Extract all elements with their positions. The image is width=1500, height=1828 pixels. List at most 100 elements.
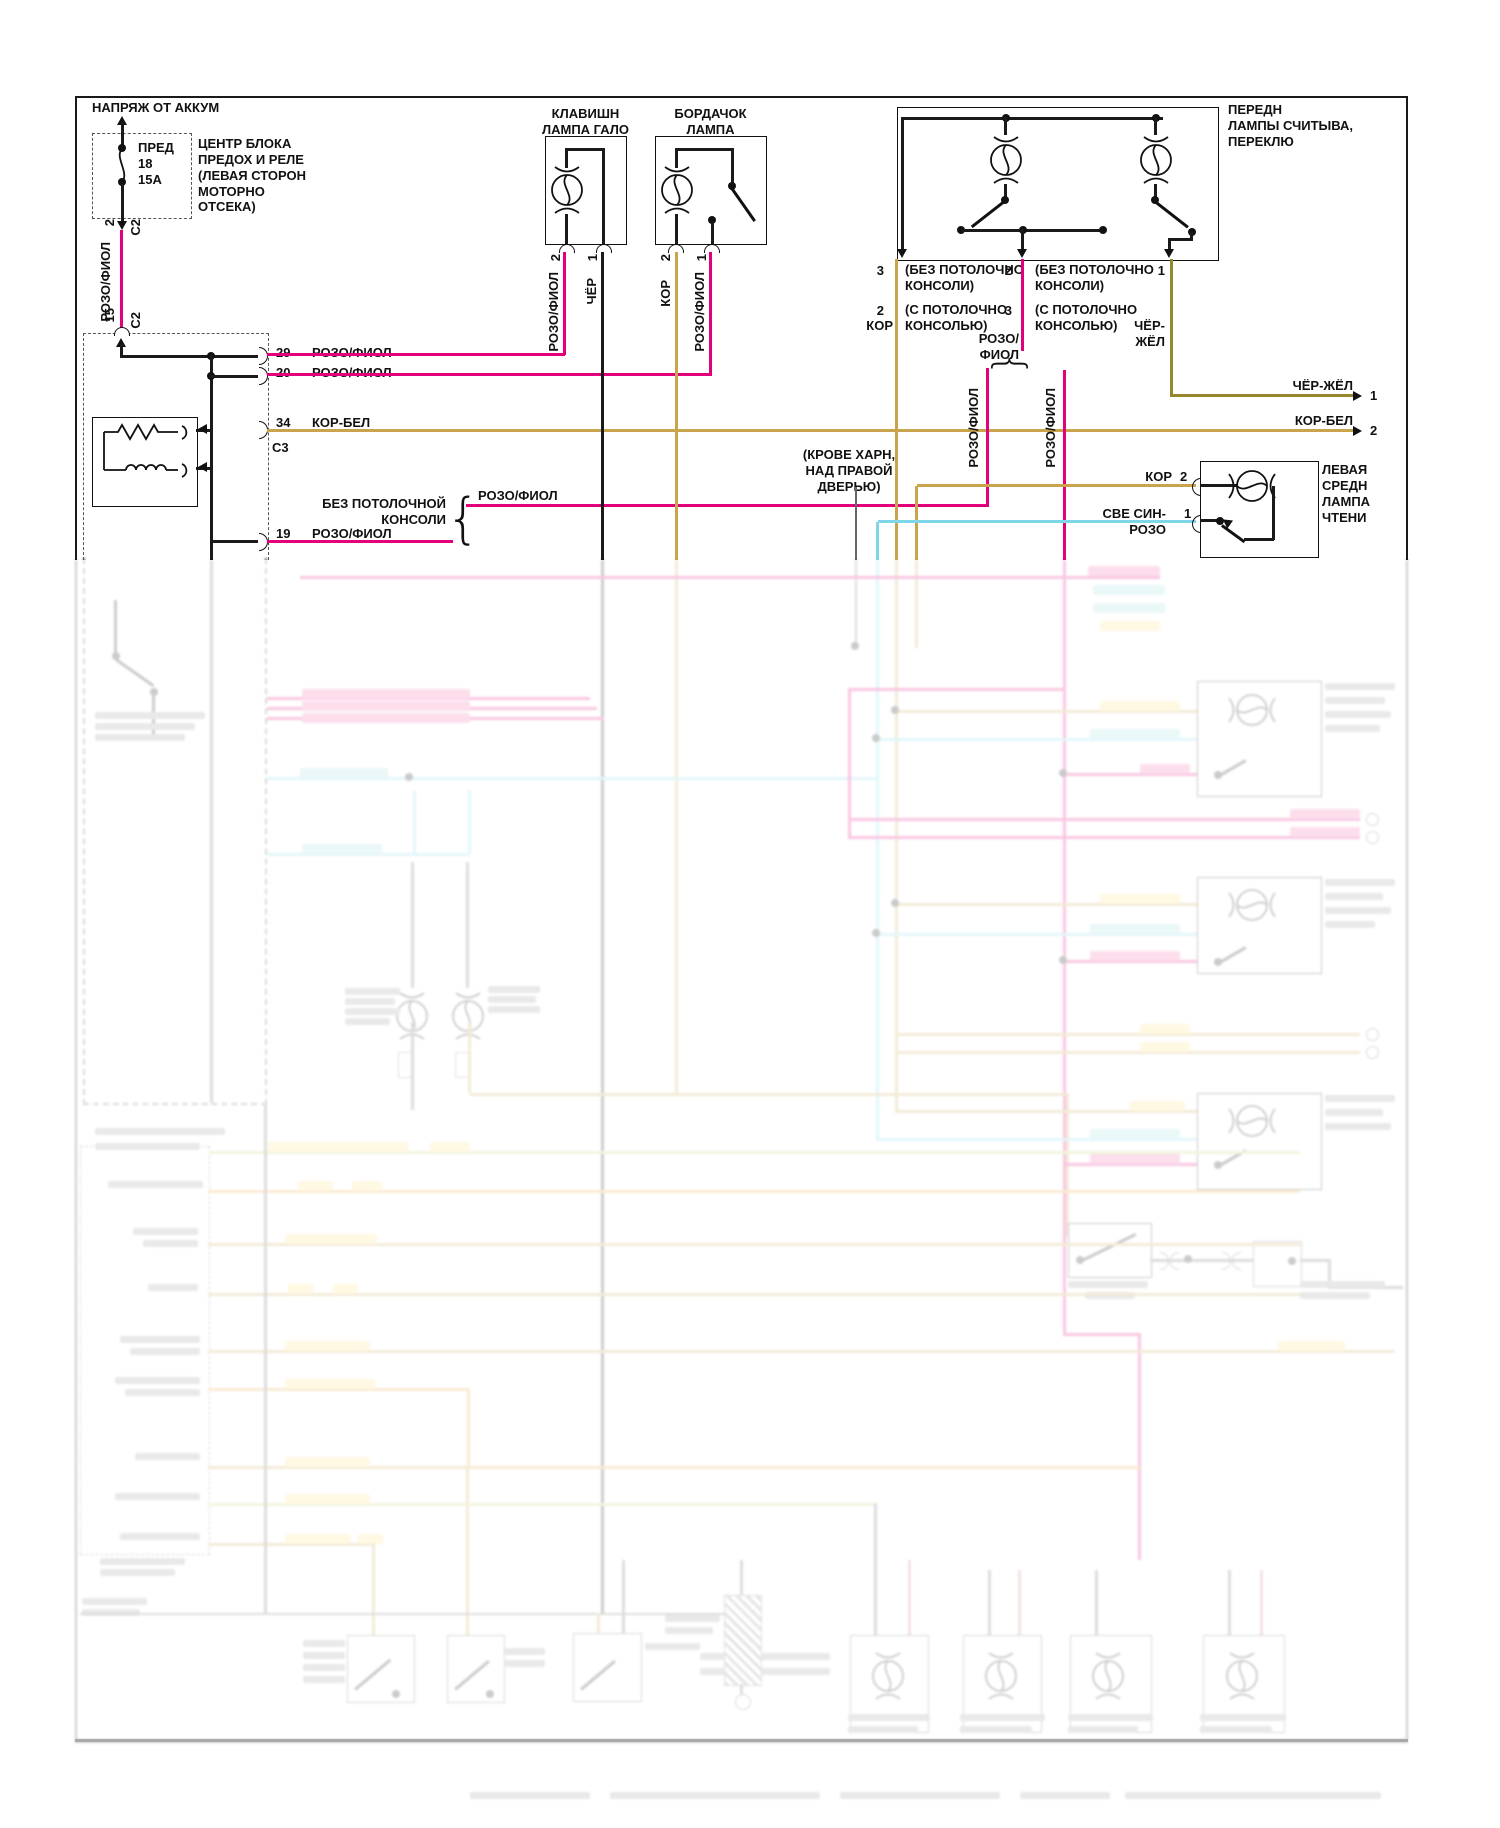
wire-segment xyxy=(675,148,678,168)
pin-number: 29 xyxy=(276,345,290,361)
resistor-coil-symbol xyxy=(103,423,188,478)
arrowhead xyxy=(1353,426,1362,436)
junction-dot xyxy=(728,182,736,190)
wire-pink-violet xyxy=(466,504,988,507)
wire-segment xyxy=(1168,238,1171,252)
arrowhead xyxy=(1164,249,1174,258)
pin-number: 2 xyxy=(1370,423,1378,438)
fuse-terminal xyxy=(118,178,126,186)
wire-light-blue xyxy=(878,520,1196,523)
no-console-note: БЕЗ ПОТОЛОЧНОЙ КОНСОЛИ xyxy=(322,496,446,527)
arrowhead xyxy=(1353,391,1362,401)
wire-segment xyxy=(675,214,678,244)
wire-pink-violet xyxy=(267,353,565,356)
connector-id: С2 xyxy=(128,219,143,236)
wire-pink-violet xyxy=(267,373,711,376)
wire-color-label: КОР xyxy=(658,280,673,307)
pin-number: 2 xyxy=(102,219,117,227)
wire-segment xyxy=(1200,484,1238,487)
pin-note: (С ПОТОЛОЧНО КОНСОЛЬЮ) xyxy=(905,302,1008,333)
wire-color-label: КОР xyxy=(866,318,893,333)
pin-number: 15 xyxy=(102,308,117,323)
wire-color-label: РОЗО/ФИОЛ xyxy=(478,488,558,503)
pin-number: 2 xyxy=(1004,263,1012,278)
pin-number: 1 xyxy=(585,254,600,262)
pin-number: 3 xyxy=(876,263,884,278)
border-right xyxy=(1406,96,1408,560)
pin-number: 2 xyxy=(658,254,673,262)
wire-segment xyxy=(1190,232,1193,240)
harness-note: (КРОВЕ ХАРН, НАД ПРАВОЙ ДВЕРЬЮ) xyxy=(802,447,896,494)
border-bottom xyxy=(75,1739,1408,1742)
pin-number: 1 xyxy=(1157,263,1165,278)
wire-light-blue xyxy=(876,522,879,560)
glovebox-lamp-title: БОРДАЧОК ЛАМПА xyxy=(674,106,747,137)
connector-id: С3 xyxy=(272,440,289,455)
arrowhead xyxy=(198,462,207,472)
wire-segment xyxy=(1272,486,1275,540)
wire-black-yellow xyxy=(1170,394,1355,397)
connector-pin xyxy=(114,327,130,336)
pin-number: 2 xyxy=(548,254,563,262)
battery-feed-label: НАПРЯЖ ОТ АККУМ xyxy=(92,100,220,115)
wire-brown xyxy=(915,486,918,560)
front-reading-lamps-box xyxy=(897,107,1219,261)
wire-segment xyxy=(675,148,733,151)
wire-segment xyxy=(1244,538,1274,541)
wire-segment xyxy=(121,122,124,148)
fuse-number: 18 xyxy=(138,156,153,171)
wire-segment xyxy=(1168,238,1193,241)
fuse-box xyxy=(92,133,192,219)
wire-segment xyxy=(1154,117,1157,135)
wire-color-label: РОЗО/ФИОЛ xyxy=(978,331,1019,362)
pin-number: 1 xyxy=(1184,506,1192,521)
wire-segment xyxy=(210,375,258,378)
wire-color-label: ЧЁР-ЖЁЛ xyxy=(1134,318,1165,349)
connector-pin xyxy=(596,244,612,253)
wire-color-label: КОР-БЕЛ xyxy=(312,415,371,430)
junction-dot xyxy=(1001,196,1009,204)
pin-number: 2 xyxy=(876,303,884,318)
junction-dot xyxy=(1151,196,1159,204)
pin-note: (БЕЗ ПОТОЛОЧНО КОНСОЛИ) xyxy=(1035,262,1154,293)
wire-black xyxy=(601,252,604,560)
wire-pink-violet xyxy=(986,368,989,507)
connector-pin xyxy=(559,244,575,253)
wire-pink-violet xyxy=(267,540,453,543)
wire-segment xyxy=(711,222,714,244)
wire-pink-violet xyxy=(1021,259,1024,351)
wire-color-label: РОЗО/ФИОЛ xyxy=(312,526,392,541)
fuse-terminal xyxy=(118,144,126,152)
pin-number: 1 xyxy=(694,254,709,262)
splice-leader xyxy=(855,487,857,560)
wire-segment xyxy=(565,148,568,168)
wire-segment xyxy=(901,117,904,250)
wire-color-label: ЧЁР xyxy=(584,278,599,305)
wire-color-label: РОЗО/ФИОЛ xyxy=(1043,388,1058,468)
border-top xyxy=(75,96,1408,98)
wire-black-yellow xyxy=(1170,259,1173,397)
wire-color-label: СВЕ СИН-РОЗО xyxy=(1102,506,1166,537)
connector-id: С2 xyxy=(128,312,143,329)
wire-color-label: ЧЁР-ЖЁЛ xyxy=(1292,378,1353,393)
wire-segment xyxy=(1004,184,1007,200)
wire-segment xyxy=(565,148,605,151)
wire-segment xyxy=(731,148,734,186)
junction-dot xyxy=(1099,226,1107,234)
wire-color-label: РОЗО/ФИОЛ xyxy=(692,272,707,352)
wire-pink-violet xyxy=(1063,370,1066,560)
wire-segment xyxy=(961,229,1106,232)
connector-pin xyxy=(1192,478,1201,496)
connector-pin xyxy=(1192,515,1201,533)
wire-color-label: РОЗО/ФИОЛ xyxy=(546,272,561,352)
pin-number: 19 xyxy=(276,526,291,541)
lamp-icon xyxy=(661,166,693,214)
wire-pink-violet xyxy=(563,252,566,355)
connector-pin xyxy=(704,244,720,253)
arrowhead xyxy=(1017,249,1027,258)
connector-pin xyxy=(668,244,684,253)
wire-brown xyxy=(917,484,1196,487)
pin-number: 34 xyxy=(276,415,291,430)
